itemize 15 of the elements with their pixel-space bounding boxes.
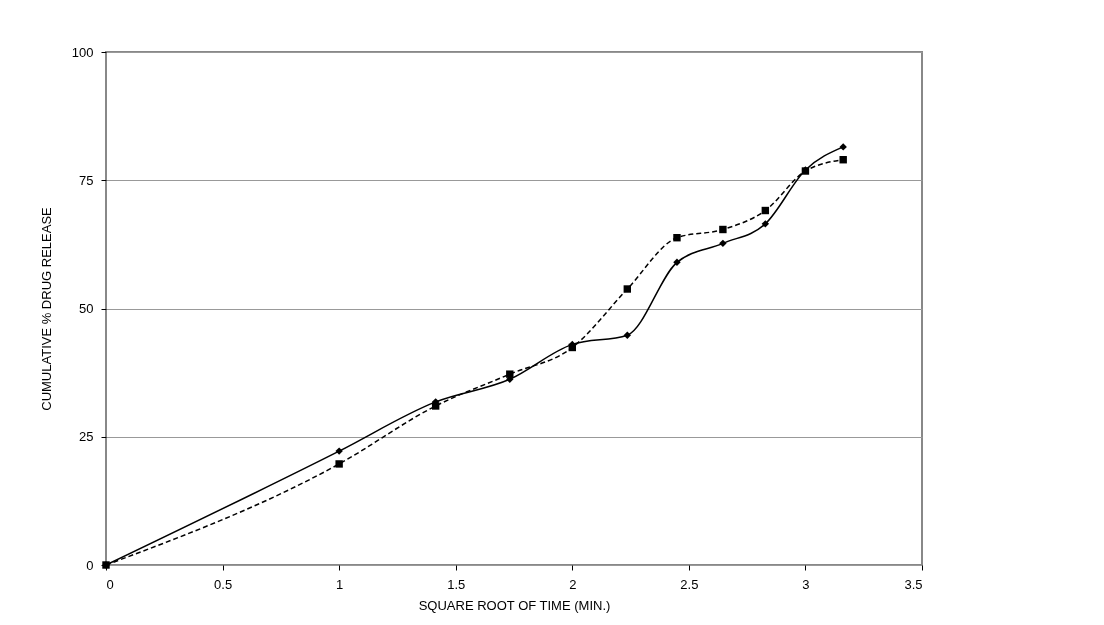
- x-tick-label: 0.5: [214, 576, 233, 592]
- y-tick-label: 75: [79, 172, 94, 188]
- x-tick-label: 1.5: [447, 576, 466, 592]
- y-tick-label: 50: [79, 301, 94, 316]
- x-tick-label: 3.5: [904, 576, 923, 592]
- y-tick-label: 25: [79, 429, 94, 445]
- x-tick-label: 0: [106, 576, 114, 592]
- y-tick-label: 100: [71, 44, 94, 60]
- y-axis-title: CUMULATIVE % DRUG RELEASE: [38, 206, 54, 411]
- x-axis-title: SQUARE ROOT OF TIME (MIN.): [418, 597, 611, 613]
- x-tick-label: 2: [569, 576, 577, 592]
- x-tick-label: 1: [336, 576, 344, 592]
- y-tick-label: 0: [86, 557, 94, 573]
- x-tick-label: 2.5: [680, 576, 699, 592]
- x-tick-label: 3: [802, 576, 810, 592]
